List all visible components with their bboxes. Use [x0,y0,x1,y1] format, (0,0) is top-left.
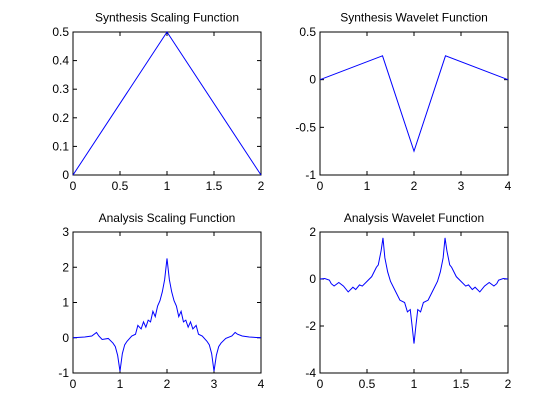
x-tick-label: 0.5 [359,377,376,391]
x-tick-label: 0.5 [112,179,129,193]
x-tick-label: 3 [458,179,465,193]
plot-title: Synthesis Scaling Function [95,11,239,25]
x-tick-label: 0 [317,377,324,391]
y-tick-label: -4 [305,366,316,380]
y-tick-label: 2 [309,225,316,239]
y-tick-label: -0.5 [295,120,316,134]
y-tick-label: 0.3 [52,82,69,96]
x-tick-label: 1.5 [453,377,470,391]
tick-group: 0 0.5 1 1.5 2 0 0.1 0.2 0.3 0.4 0.5 [52,25,264,193]
y-tick-label: -1 [305,168,316,182]
x-tick-label: 1 [164,179,171,193]
x-tick-label: 1.5 [206,179,223,193]
y-tick-label: 0 [62,168,69,182]
y-tick-label: -2 [305,319,316,333]
y-tick-label: 2 [62,260,69,274]
x-tick-label: 0 [70,377,77,391]
axes-box [72,231,262,374]
x-tick-label: 1 [364,179,371,193]
tick-group: 0 1 2 3 4 -1 -0.5 0 0.5 [295,25,511,193]
series-line [319,237,509,344]
plot-title: Analysis Scaling Function [99,211,236,225]
x-tick-label: 2 [258,179,265,193]
x-tick-label: 2 [164,377,171,391]
x-tick-label: 2 [505,377,512,391]
series-line [72,258,262,372]
x-tick-label: 4 [258,377,265,391]
series-line [319,55,509,153]
plot-title: Analysis Wavelet Function [344,211,484,225]
y-tick-label: 0.5 [52,25,69,39]
x-tick-label: 0 [70,179,77,193]
y-tick-label: 0.4 [52,54,69,68]
y-tick-label: -1 [58,366,69,380]
x-tick-label: 1 [117,377,124,391]
axes-box [319,231,509,374]
x-tick-label: 1 [411,377,418,391]
y-tick-label: 0.1 [52,139,69,153]
plot-title: Synthesis Wavelet Function [340,11,488,25]
y-tick-label: 3 [62,225,69,239]
x-tick-label: 0 [317,179,324,193]
axes-box [72,31,262,176]
subplot-synthesis-scaling: Synthesis Scaling Function 0 0.5 1 1.5 2 0 0.1… [52,11,264,194]
x-tick-label: 4 [505,179,512,193]
y-tick-label: 0 [62,331,69,345]
y-tick-label: 1 [62,296,69,310]
axes-box [319,31,509,176]
tick-group: 0 0.5 1 1.5 2 -4 -2 0 2 [305,225,511,391]
x-tick-label: 2 [411,179,418,193]
y-tick-label: 0.5 [299,25,316,39]
y-tick-label: 0 [309,73,316,87]
y-tick-label: 0.2 [52,111,69,125]
series-line [72,31,262,176]
x-tick-label: 3 [211,377,218,391]
y-tick-label: 0 [309,272,316,286]
subplot-analysis-wavelet: Analysis Wavelet Function 0 0.5 1 1.5 2-4-20… [305,211,511,391]
subplot-synthesis-wavelet: Synthesis Wavelet Function 0 1 2 3 4-1-0.500… [295,11,511,194]
